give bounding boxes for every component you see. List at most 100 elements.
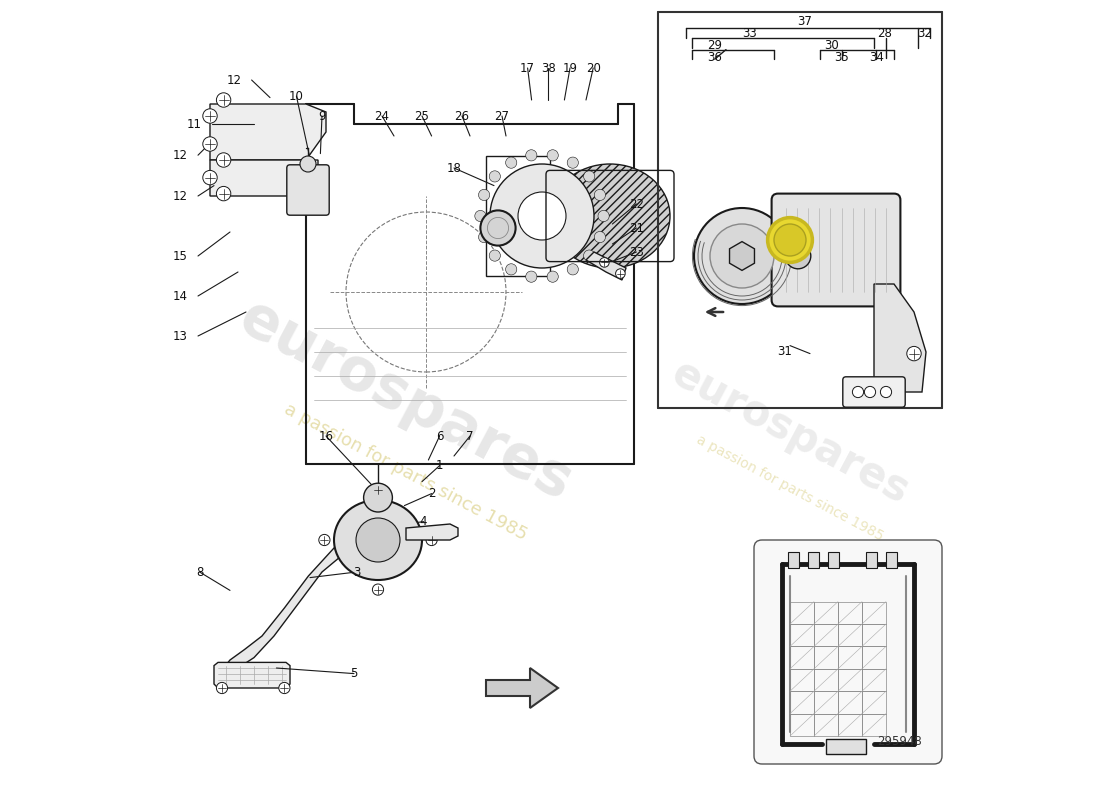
Circle shape <box>478 190 490 201</box>
Circle shape <box>568 264 579 275</box>
Circle shape <box>594 231 605 242</box>
Polygon shape <box>586 252 626 280</box>
Circle shape <box>547 271 559 282</box>
Text: 12: 12 <box>173 149 188 162</box>
Bar <box>814 602 838 624</box>
Text: 19: 19 <box>562 62 578 74</box>
Text: 15: 15 <box>173 250 188 262</box>
Text: 26: 26 <box>454 110 470 122</box>
Text: 33: 33 <box>742 27 758 40</box>
Bar <box>862 714 886 736</box>
Circle shape <box>865 386 876 398</box>
Text: 30: 30 <box>824 39 839 52</box>
Bar <box>807 552 818 568</box>
Circle shape <box>598 210 609 222</box>
Text: 29: 29 <box>707 39 723 52</box>
Circle shape <box>217 93 231 107</box>
Circle shape <box>426 534 437 546</box>
Circle shape <box>768 218 813 262</box>
FancyBboxPatch shape <box>771 194 901 306</box>
Text: 20: 20 <box>586 62 601 74</box>
Bar <box>827 552 839 568</box>
Bar <box>790 646 814 669</box>
Bar <box>862 602 886 624</box>
Circle shape <box>217 186 231 201</box>
Bar <box>826 739 866 754</box>
Text: 10: 10 <box>289 90 304 102</box>
Circle shape <box>852 386 864 398</box>
Circle shape <box>785 243 811 269</box>
Text: 1: 1 <box>436 459 443 472</box>
Text: 25: 25 <box>415 110 429 122</box>
Bar <box>814 691 838 714</box>
Circle shape <box>202 170 217 185</box>
Text: 14: 14 <box>173 290 188 302</box>
Text: 3: 3 <box>353 566 360 578</box>
Circle shape <box>202 137 217 151</box>
Polygon shape <box>210 104 326 160</box>
Circle shape <box>490 171 500 182</box>
Bar <box>814 669 838 691</box>
Circle shape <box>518 192 567 240</box>
Bar <box>838 624 862 646</box>
Text: eurospares: eurospares <box>664 352 916 512</box>
Text: 34: 34 <box>869 51 883 64</box>
Bar <box>814 646 838 669</box>
Text: 17: 17 <box>520 62 535 74</box>
Circle shape <box>490 250 500 261</box>
Circle shape <box>568 157 579 168</box>
Circle shape <box>506 264 517 275</box>
Bar <box>838 691 862 714</box>
Bar <box>790 669 814 691</box>
Bar <box>788 552 799 568</box>
Bar <box>862 669 886 691</box>
Circle shape <box>710 224 774 288</box>
Polygon shape <box>729 242 755 270</box>
Circle shape <box>356 518 400 562</box>
Circle shape <box>217 153 231 167</box>
Text: 11: 11 <box>187 118 201 130</box>
Text: 2: 2 <box>428 487 436 500</box>
Circle shape <box>364 483 393 512</box>
Polygon shape <box>214 662 290 688</box>
Text: 37: 37 <box>798 15 812 28</box>
Circle shape <box>584 250 595 261</box>
Circle shape <box>594 190 605 201</box>
Bar <box>838 646 862 669</box>
Polygon shape <box>223 536 346 672</box>
FancyBboxPatch shape <box>843 377 905 407</box>
Text: 6: 6 <box>436 430 443 442</box>
Bar <box>862 624 886 646</box>
Text: 31: 31 <box>777 346 792 358</box>
Circle shape <box>478 231 490 242</box>
Circle shape <box>600 258 609 267</box>
Text: 36: 36 <box>707 51 723 64</box>
Text: 32: 32 <box>917 27 932 40</box>
Text: 24: 24 <box>374 110 389 122</box>
Text: 16: 16 <box>319 430 333 442</box>
Bar <box>866 552 877 568</box>
Text: 7: 7 <box>466 430 474 442</box>
Text: eurospares: eurospares <box>230 288 582 512</box>
Text: 295948: 295948 <box>878 735 922 748</box>
Circle shape <box>906 346 921 361</box>
Text: 9: 9 <box>318 110 326 122</box>
Bar <box>862 691 886 714</box>
Text: a passion for parts since 1985: a passion for parts since 1985 <box>694 433 886 543</box>
Bar <box>790 602 814 624</box>
Circle shape <box>616 269 625 278</box>
Circle shape <box>526 150 537 161</box>
Bar <box>838 669 862 691</box>
Bar <box>886 552 898 568</box>
Circle shape <box>584 171 595 182</box>
Polygon shape <box>486 668 558 708</box>
Text: 13: 13 <box>173 330 188 342</box>
Circle shape <box>490 164 594 268</box>
Ellipse shape <box>550 164 670 268</box>
Bar <box>790 691 814 714</box>
Text: 18: 18 <box>447 162 461 174</box>
Circle shape <box>526 271 537 282</box>
Polygon shape <box>210 160 318 196</box>
Bar <box>862 646 886 669</box>
Polygon shape <box>406 524 458 540</box>
